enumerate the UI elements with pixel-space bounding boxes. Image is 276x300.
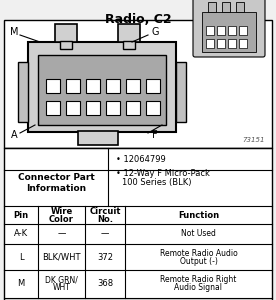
- Bar: [222, 2, 230, 12]
- Bar: [55, 24, 77, 42]
- Text: Remote Radio Audio: Remote Radio Audio: [160, 248, 237, 257]
- Text: No.: No.: [97, 215, 113, 224]
- Bar: [28, 42, 176, 132]
- Text: • 12-Way F Micro-Pack: • 12-Way F Micro-Pack: [116, 169, 210, 178]
- Bar: [86, 101, 100, 115]
- Text: M: M: [17, 280, 25, 289]
- Text: Output (-): Output (-): [180, 256, 217, 266]
- Bar: [118, 24, 140, 42]
- Text: Radio, C2: Radio, C2: [105, 13, 171, 26]
- Bar: [146, 101, 160, 115]
- Bar: [228, 26, 236, 35]
- Text: 100 Series (BLK): 100 Series (BLK): [122, 178, 192, 187]
- Bar: [106, 101, 120, 115]
- Bar: [217, 26, 225, 35]
- Bar: [60, 41, 72, 49]
- Text: 368: 368: [97, 280, 113, 289]
- Bar: [236, 2, 244, 12]
- Text: —: —: [57, 230, 66, 238]
- Bar: [106, 79, 120, 93]
- Bar: [66, 79, 80, 93]
- Bar: [46, 101, 60, 115]
- Bar: [66, 101, 80, 115]
- Bar: [123, 41, 135, 49]
- Text: G: G: [151, 27, 159, 37]
- Bar: [239, 26, 247, 35]
- Text: BLK/WHT: BLK/WHT: [42, 253, 81, 262]
- Text: Color: Color: [49, 215, 74, 224]
- Text: Wire: Wire: [51, 208, 73, 217]
- Bar: [38, 55, 166, 125]
- Text: L: L: [19, 253, 23, 262]
- Bar: [146, 79, 160, 93]
- Bar: [4, 148, 272, 300]
- Text: Circuit: Circuit: [89, 208, 121, 217]
- Text: 73151: 73151: [243, 137, 265, 143]
- Text: Remote Radio Right: Remote Radio Right: [160, 275, 237, 284]
- Bar: [18, 62, 28, 122]
- Text: WHT: WHT: [52, 284, 70, 292]
- Bar: [217, 39, 225, 48]
- Text: 372: 372: [97, 253, 113, 262]
- Bar: [202, 12, 256, 52]
- Bar: [126, 101, 140, 115]
- Bar: [126, 79, 140, 93]
- Text: Not Used: Not Used: [181, 230, 216, 238]
- Bar: [228, 39, 236, 48]
- Bar: [206, 26, 214, 35]
- Text: Pin: Pin: [14, 211, 28, 220]
- Bar: [46, 79, 60, 93]
- Bar: [206, 39, 214, 48]
- Bar: [176, 62, 186, 122]
- Text: Function: Function: [178, 211, 219, 220]
- Text: • 12064799: • 12064799: [116, 155, 166, 164]
- Text: DK GRN/: DK GRN/: [45, 275, 78, 284]
- Text: F: F: [152, 130, 158, 140]
- Text: Audio Signal: Audio Signal: [174, 284, 222, 292]
- Bar: [86, 79, 100, 93]
- Text: M: M: [10, 27, 18, 37]
- Text: Connector Part
Information: Connector Part Information: [18, 173, 94, 193]
- Bar: [78, 131, 118, 145]
- Bar: [208, 2, 216, 12]
- Bar: [4, 20, 272, 148]
- Bar: [239, 39, 247, 48]
- Text: —: —: [101, 230, 109, 238]
- Text: A: A: [11, 130, 17, 140]
- Text: A-K: A-K: [14, 230, 28, 238]
- FancyBboxPatch shape: [193, 0, 265, 57]
